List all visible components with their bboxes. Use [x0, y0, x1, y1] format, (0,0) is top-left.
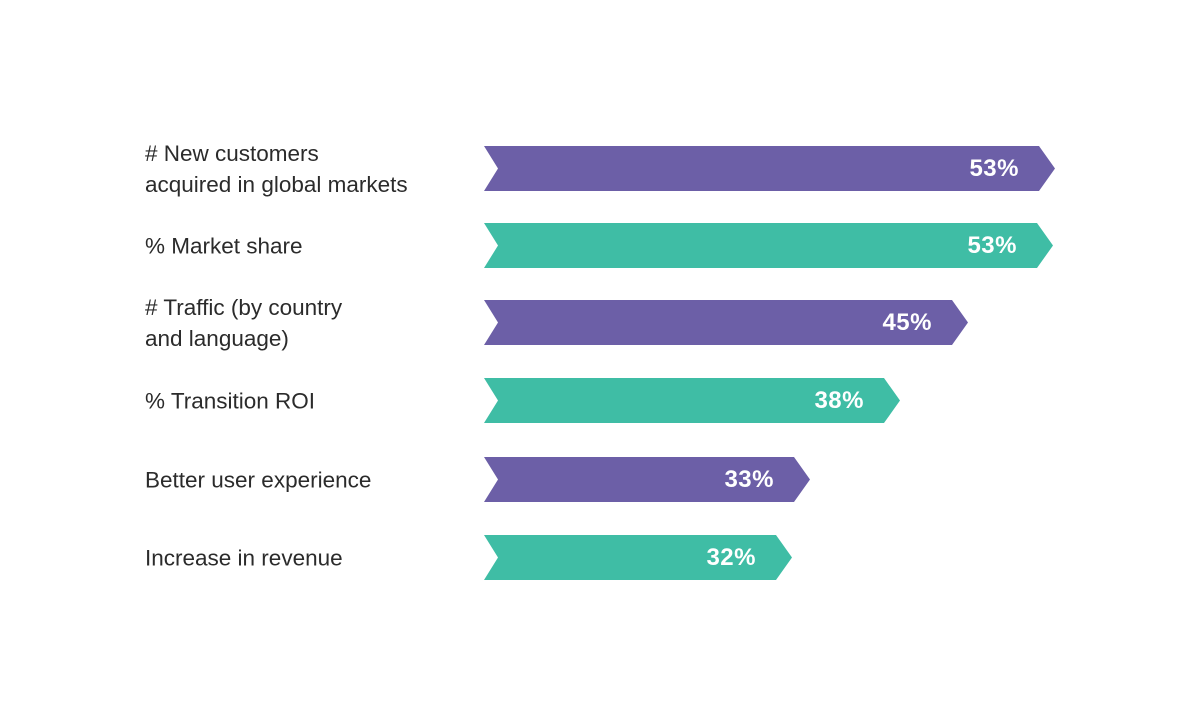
bar-row: Better user experience 33%	[0, 457, 1200, 502]
bar-row: Increase in revenue 32%	[0, 535, 1200, 580]
category-label: # New customers acquired in global marke…	[145, 140, 408, 197]
bar: 53%	[484, 223, 1053, 268]
bar-value-label: 33%	[724, 465, 774, 493]
category-label: Increase in revenue	[145, 545, 343, 570]
category-label: # Traffic (by country and language)	[145, 294, 343, 351]
bar-value-label: 53%	[969, 154, 1019, 182]
bar: 53%	[484, 146, 1055, 191]
category-label: Better user experience	[145, 467, 372, 492]
bar-value-label: 53%	[967, 231, 1017, 259]
bar: 32%	[484, 535, 792, 580]
bar-value-label: 32%	[706, 543, 756, 571]
bar-row: % Transition ROI 38%	[0, 378, 1200, 423]
bar: 38%	[484, 378, 900, 423]
bar-value-label: 45%	[882, 308, 932, 336]
bar-row: # Traffic (by country and language) 45%	[0, 295, 1200, 351]
bar: 45%	[484, 300, 968, 345]
bar-row: # New customers acquired in global marke…	[0, 141, 1200, 197]
bar: 33%	[484, 457, 810, 502]
bar-row: % Market share 53%	[0, 223, 1200, 268]
category-label: % Market share	[145, 233, 303, 258]
category-label: % Transition ROI	[145, 388, 316, 413]
bar-value-label: 38%	[814, 386, 864, 414]
